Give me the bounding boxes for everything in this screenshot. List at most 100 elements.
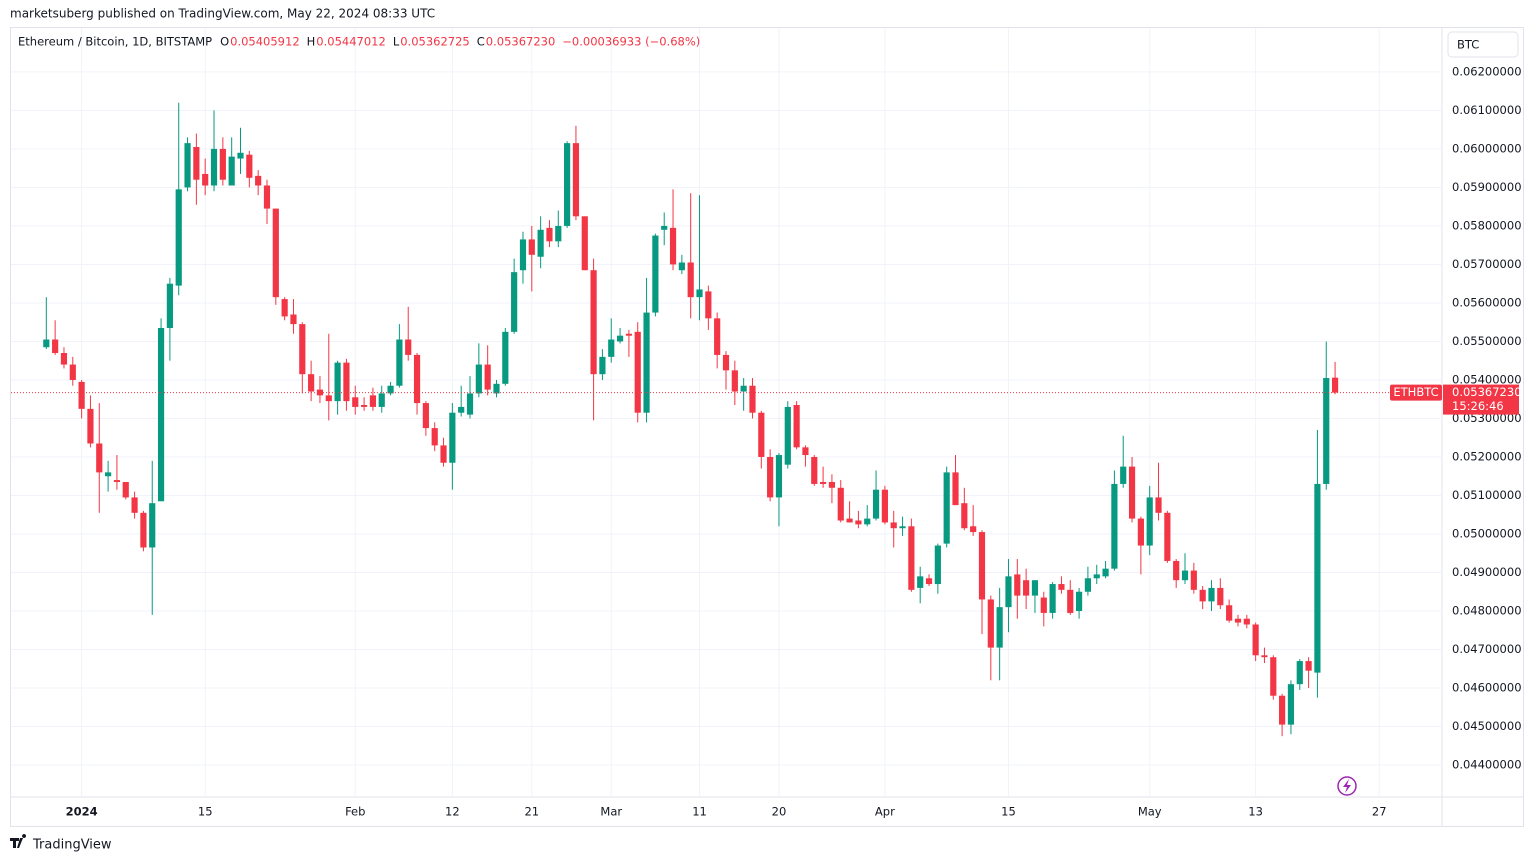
candle-body: [775, 455, 783, 498]
candle-body: [1005, 576, 1012, 608]
candle-body: [369, 395, 377, 407]
candle-body: [1014, 574, 1021, 596]
candle-body: [749, 385, 756, 413]
candle-body: [855, 520, 862, 525]
candle-body: [740, 385, 747, 392]
y-tick-label: 0.05000000: [1452, 526, 1522, 540]
candle-body: [308, 374, 315, 392]
candle-body: [643, 312, 650, 413]
y-tick-label: 0.06100000: [1452, 103, 1522, 117]
y-tick-label: 0.04900000: [1452, 565, 1522, 579]
candle-body: [625, 333, 632, 336]
candle-body: [820, 482, 827, 484]
price-tag: [1443, 384, 1519, 415]
candle-body: [281, 299, 288, 317]
candle-body: [440, 445, 447, 463]
candle-body: [537, 229, 544, 257]
candle-body: [1084, 578, 1092, 592]
y-tick-label: 0.04500000: [1452, 719, 1522, 733]
candle-body: [184, 143, 191, 188]
candle-body: [1173, 560, 1180, 581]
y-tick-label: 0.05900000: [1452, 180, 1522, 194]
candle-body: [802, 447, 809, 456]
candle-body: [1075, 591, 1083, 612]
y-tick-label: 0.05100000: [1452, 488, 1522, 502]
x-tick-label: 12: [445, 805, 460, 819]
candle-body: [1181, 570, 1189, 581]
candle-body: [917, 576, 924, 588]
countdown: 15:26:46: [1452, 399, 1504, 413]
candle-body: [837, 487, 844, 521]
candle-body: [978, 532, 986, 600]
candle-body: [193, 146, 200, 180]
candle-body: [1102, 568, 1109, 577]
legend-value: 0.05362725: [400, 35, 470, 49]
frame: [10, 27, 1524, 827]
candle-body: [493, 383, 500, 394]
candle-body: [316, 389, 324, 396]
legend-title: Ethereum / Bitcoin, 1D, BITSTAMP: [18, 35, 212, 49]
candle-body: [1296, 661, 1303, 685]
candle-body: [846, 518, 853, 523]
x-tick-label: Mar: [600, 805, 622, 819]
y-tick-label: 0.05200000: [1452, 449, 1522, 463]
candle-body: [449, 412, 456, 463]
candle-body: [202, 173, 209, 186]
legend-key: L: [393, 35, 400, 49]
candle-body: [228, 156, 235, 186]
x-tick-label: 27: [1372, 805, 1387, 819]
candle-body: [210, 148, 218, 186]
candle-body: [555, 225, 562, 242]
candle-body: [1331, 377, 1339, 393]
candle-body: [996, 607, 1003, 648]
lightning-icon[interactable]: [1337, 776, 1357, 796]
currency-label[interactable]: BTC: [1457, 38, 1479, 52]
candle-body: [96, 443, 103, 473]
brand-name: TradingView: [32, 838, 112, 853]
candle-body: [1234, 618, 1242, 623]
candle-body: [299, 324, 306, 375]
candle-body: [166, 283, 173, 328]
candle-body: [1279, 695, 1286, 725]
candle-body: [784, 406, 791, 465]
candle-body: [431, 428, 438, 446]
currency-button[interactable]: [1447, 31, 1519, 58]
candle-body: [157, 327, 165, 502]
candle-body: [758, 412, 765, 457]
candle-body: [925, 578, 933, 585]
legend-value: 0.05405912: [230, 35, 300, 49]
y-tick-label: 0.05800000: [1452, 218, 1522, 232]
candle-body: [1040, 597, 1047, 613]
candle-body: [113, 480, 121, 483]
candle-body: [899, 526, 906, 529]
legend-key: O: [220, 35, 229, 49]
candle-body: [60, 353, 68, 365]
candle-body: [149, 503, 156, 548]
candle-body: [1120, 466, 1127, 484]
candle-body: [731, 370, 738, 392]
candle-body: [572, 143, 580, 217]
candle-body: [1261, 655, 1268, 658]
candle-body: [864, 518, 871, 525]
candle-body: [1252, 624, 1259, 656]
legend-change: −0.00036933 (−0.68%): [562, 35, 700, 49]
candle-body: [961, 503, 968, 529]
legend-value: 0.05367230: [486, 35, 556, 49]
candle-body: [1270, 657, 1277, 696]
candle-body: [669, 227, 677, 265]
candle-body: [722, 354, 730, 371]
candle-body: [1093, 574, 1100, 579]
candle-body: [396, 339, 403, 386]
candle-body: [352, 397, 359, 407]
candle-body: [290, 314, 297, 325]
y-tick-label: 0.04800000: [1452, 604, 1522, 618]
x-tick-label: Feb: [345, 805, 365, 819]
candle-body: [1323, 378, 1330, 484]
y-tick-label: 0.04700000: [1452, 642, 1522, 656]
candle-body: [422, 403, 429, 429]
candle-body: [590, 270, 597, 375]
candle-body: [519, 239, 527, 271]
candle-body: [246, 154, 253, 178]
candle-body: [87, 408, 94, 444]
